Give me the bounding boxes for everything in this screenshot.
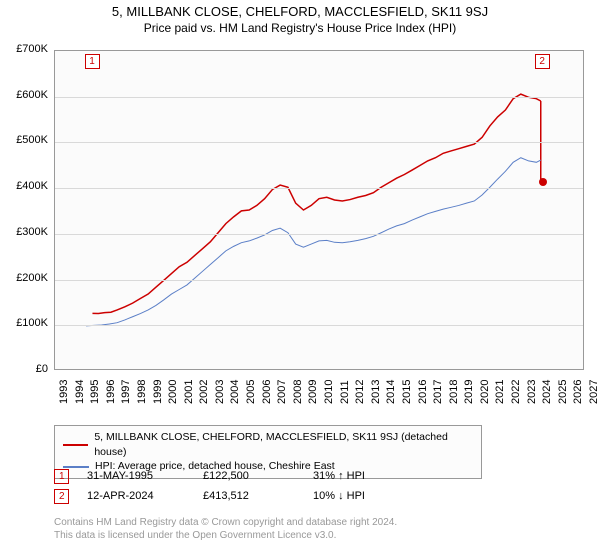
legend-swatch [63, 444, 88, 446]
x-tick-label: 2012 [354, 380, 366, 404]
titles: 5, MILLBANK CLOSE, CHELFORD, MACCLESFIEL… [0, 0, 600, 35]
x-tick-label: 2017 [432, 380, 444, 404]
x-tick-label: 1998 [136, 380, 148, 404]
gridline [55, 325, 583, 326]
x-tick-label: 2005 [245, 380, 257, 404]
x-tick-label: 2026 [572, 380, 584, 404]
footer-line2: This data is licensed under the Open Gov… [54, 529, 397, 542]
sale-marker-ref: 2 [54, 489, 69, 504]
gridline [55, 234, 583, 235]
y-tick-label: £0 [4, 363, 48, 375]
sale-delta: 31% ↑ HPI [309, 470, 369, 482]
x-tick-label: 1994 [74, 380, 86, 404]
x-tick-label: 2010 [323, 380, 335, 404]
sale-row: 212-APR-2024£413,51210% ↓ HPI [54, 486, 369, 506]
sale-date: 31-MAY-1995 [69, 470, 199, 482]
title-address: 5, MILLBANK CLOSE, CHELFORD, MACCLESFIEL… [0, 4, 600, 19]
x-tick-label: 1995 [89, 380, 101, 404]
gridline [55, 142, 583, 143]
legend-label: 5, MILLBANK CLOSE, CHELFORD, MACCLESFIEL… [94, 430, 473, 459]
x-tick-label: 2006 [261, 380, 273, 404]
x-tick-label: 2015 [401, 380, 413, 404]
x-tick-label: 2007 [276, 380, 288, 404]
x-tick-label: 2008 [292, 380, 304, 404]
title-subtitle: Price paid vs. HM Land Registry's House … [0, 21, 600, 35]
sale-marker: 1 [85, 54, 100, 69]
x-tick-label: 2027 [588, 380, 600, 404]
x-tick-label: 2009 [307, 380, 319, 404]
chart-container: 5, MILLBANK CLOSE, CHELFORD, MACCLESFIEL… [0, 0, 600, 560]
x-tick-label: 1999 [152, 380, 164, 404]
sale-price: £122,500 [199, 470, 309, 482]
y-tick-label: £100K [4, 317, 48, 329]
x-tick-label: 1997 [120, 380, 132, 404]
y-tick-label: £700K [4, 43, 48, 55]
x-tick-label: 2023 [526, 380, 538, 404]
series-svg [55, 51, 583, 369]
x-tick-label: 2019 [463, 380, 475, 404]
end-marker-dot [539, 178, 547, 186]
y-tick-label: £500K [4, 134, 48, 146]
sale-row: 131-MAY-1995£122,50031% ↑ HPI [54, 466, 369, 486]
x-tick-label: 2020 [479, 380, 491, 404]
sale-marker-ref: 1 [54, 469, 69, 484]
x-tick-label: 2011 [339, 380, 351, 404]
x-tick-label: 2025 [557, 380, 569, 404]
sales-table: 131-MAY-1995£122,50031% ↑ HPI212-APR-202… [54, 466, 369, 506]
series-line [86, 158, 541, 326]
sale-marker: 2 [535, 54, 550, 69]
footer: Contains HM Land Registry data © Crown c… [54, 516, 397, 542]
x-tick-label: 2021 [494, 380, 506, 404]
gridline [55, 280, 583, 281]
y-tick-label: £200K [4, 272, 48, 284]
footer-line1: Contains HM Land Registry data © Crown c… [54, 516, 397, 529]
sale-delta: 10% ↓ HPI [309, 490, 369, 502]
x-tick-label: 2018 [448, 380, 460, 404]
x-tick-label: 2013 [370, 380, 382, 404]
chart-area: 12 £0£100K£200K£300K£400K£500K£600K£700K… [4, 44, 596, 424]
x-tick-label: 2022 [510, 380, 522, 404]
y-tick-label: £300K [4, 226, 48, 238]
sale-price: £413,512 [199, 490, 309, 502]
y-tick-label: £600K [4, 89, 48, 101]
gridline [55, 188, 583, 189]
x-tick-label: 2014 [385, 380, 397, 404]
x-tick-label: 2024 [541, 380, 553, 404]
gridline [55, 97, 583, 98]
x-tick-label: 1996 [105, 380, 117, 404]
y-tick-label: £400K [4, 180, 48, 192]
series-line [92, 94, 540, 313]
x-tick-label: 2002 [198, 380, 210, 404]
legend-item: 5, MILLBANK CLOSE, CHELFORD, MACCLESFIEL… [63, 430, 473, 459]
x-tick-label: 2003 [214, 380, 226, 404]
x-tick-label: 2001 [183, 380, 195, 404]
x-tick-label: 2016 [417, 380, 429, 404]
sale-date: 12-APR-2024 [69, 490, 199, 502]
plot-area: 12 [54, 50, 584, 370]
x-tick-label: 1993 [58, 380, 70, 404]
x-tick-label: 2000 [167, 380, 179, 404]
x-tick-label: 2004 [229, 380, 241, 404]
